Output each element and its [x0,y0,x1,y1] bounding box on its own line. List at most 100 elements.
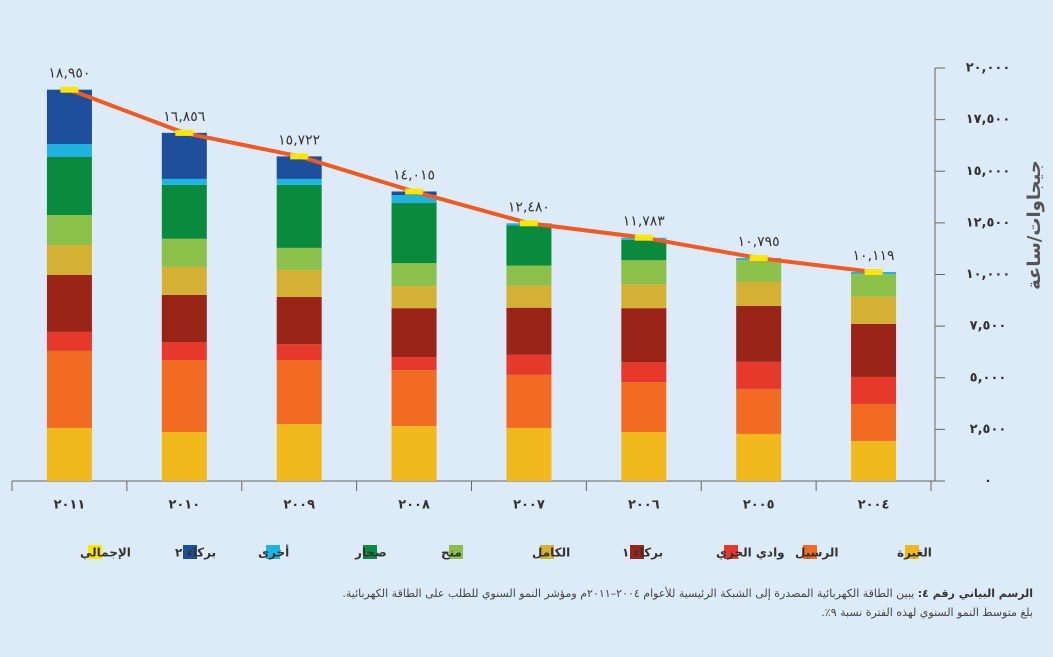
caption-text: يبين الطاقة الكهربائية المصدرة إلى الشبك… [342,587,915,600]
bar-segment [161,294,207,343]
total-marker [175,129,194,136]
bar-segment [621,382,667,433]
bar-segment [276,344,322,360]
caption: الرسم البياني رقم ٤: يبين الطاقة الكهربا… [23,584,1033,622]
total-marker [405,188,424,195]
x-tick-label: ٢٠٠٦ [628,498,660,513]
bar-segment [276,269,322,298]
bar-segment [391,194,437,204]
bar-segment [391,370,437,427]
caption-line: الرسم البياني رقم ٤: يبين الطاقة الكهربا… [23,584,1033,603]
total-label: ١٠,١١٩ [853,248,895,264]
total-marker [749,255,768,262]
bar-segment [46,350,92,428]
bar-segment [851,376,897,404]
bar-segment [46,331,92,351]
bar-segment [391,263,437,287]
total-line [68,87,874,275]
total-marker [864,269,883,276]
legend-swatch [266,545,280,559]
bar-segment [46,274,92,332]
total-label: ١٠,٧٩٥ [738,234,780,250]
bar-segment [276,247,322,270]
bar-segment [276,156,322,179]
bar-segment [391,308,437,358]
bar-segment [391,357,437,371]
x-tick-label: ٢٠٠٨ [398,498,430,513]
y-tick-label: ٥,٠٠٠ [970,370,1007,385]
bar-segment [46,143,92,158]
bar-segment [161,238,207,267]
y-tick-label: ٢,٥٠٠ [970,422,1007,437]
total-marker [634,234,653,241]
x-tick-label: ٢٠١١ [54,498,86,513]
bar-segment [391,286,437,309]
bar-segment [851,296,897,324]
y-tick-label: ٧,٥٠٠ [970,319,1007,334]
total-marker [290,153,309,160]
bar-segment [621,432,667,481]
legend-label: أخرى [258,545,289,560]
caption-label: الرسم البياني رقم ٤: [917,587,1033,600]
bar-segment [506,285,552,308]
bar-segment [621,260,667,285]
legend-swatch [449,545,463,559]
bar-segment [736,260,782,282]
bar-segment [161,184,207,239]
legend-swatch [88,545,102,559]
bar-segment [736,388,782,434]
chart: جيجاوات/ساعة ٠ ٢,٥٠٠ ٥,٠٠٠ ٧,٥٠٠ ١٠,٠٠٠ ١٢,٥٠… [11,61,1045,561]
y-tick-label: ٢٠,٠٠٠ [966,61,1011,76]
bar-segment [736,361,782,389]
legend-label: الغبرة [897,546,932,560]
bar-segment [506,307,552,355]
legend-label: وادي الجزي [716,546,785,561]
x-tick-label: ٢٠٠٧ [513,498,545,513]
x-tick-label: ٢٠١٠ [168,498,200,513]
bar-segment [851,323,897,377]
bar-segment [851,403,897,441]
total-label: ١٤,٠١٥ [393,168,435,184]
legend-label: بركاء ٢ [175,546,216,560]
bar-segment [46,244,92,275]
legend-swatch [363,545,377,559]
bar-segment [736,305,782,362]
legend-label: الرسيل [795,546,839,560]
bar-segment [621,284,667,309]
legend-label: صحار [354,546,387,560]
bar-segment [506,225,552,266]
legend-swatch [183,545,197,559]
bar-segment [506,265,552,286]
bar-segment [621,308,667,363]
bar-segment [506,354,552,375]
total-marker [60,86,79,93]
legend-swatch [724,545,738,559]
bar-segment [276,178,322,185]
legend-label: الكامل [532,546,570,560]
bar-segment [506,374,552,428]
bar-segment [161,266,207,295]
bar-segment [391,203,437,264]
bar-segment [46,157,92,216]
y-tick-label: ١٠,٠٠٠ [966,267,1011,282]
bar-segment [621,239,667,261]
bar-segment [276,297,322,345]
total-marker [519,220,538,227]
legend-swatch [905,545,919,559]
bar-segment [851,274,897,297]
bar-segment [46,89,92,144]
bar-segment [276,184,322,248]
bar-segment [391,426,437,481]
bar-segment [736,433,782,481]
bar-segment [851,440,897,481]
bar-segment [161,432,207,481]
total-label: ١٦,٨٥٦ [163,109,205,125]
x-tick-label: ٢٠٠٥ [743,498,775,513]
bar-segment [161,178,207,185]
y-tick-label: ١٢,٥٠٠ [966,215,1011,230]
bar-segment [621,362,667,383]
x-tick-label: ٢٠٠٤ [858,498,890,513]
total-label: ١٨,٩٥٠ [48,66,90,82]
bar-segment [506,427,552,481]
